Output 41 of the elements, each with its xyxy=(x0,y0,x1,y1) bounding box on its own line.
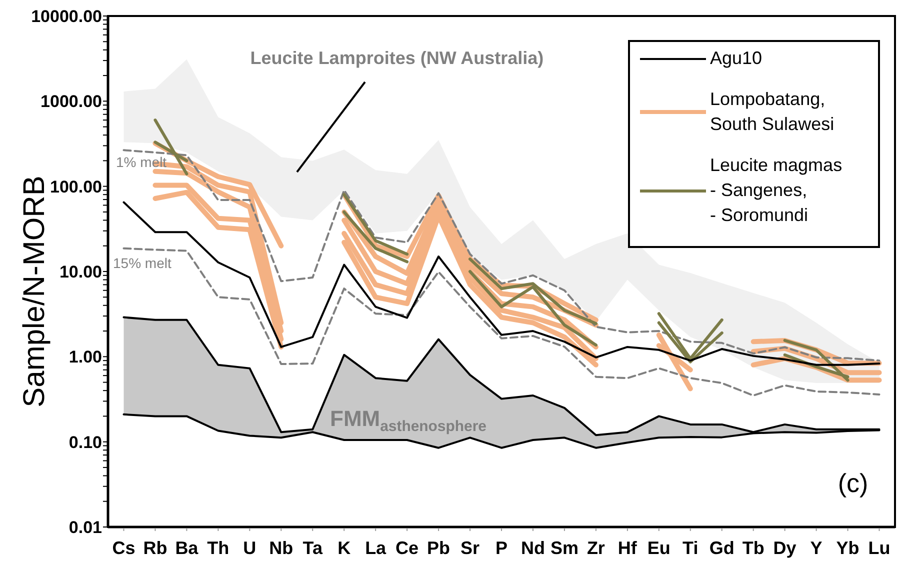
x-tick-label: Pb xyxy=(427,538,450,558)
x-tick-label: Nd xyxy=(520,538,545,558)
x-tick-label: Eu xyxy=(647,538,670,558)
x-tick-label: Zr xyxy=(586,538,605,558)
x-tick-label: Dy xyxy=(773,538,796,558)
y-tick-label: 10000.00 xyxy=(31,7,102,26)
annotation: 1% melt xyxy=(116,154,167,170)
x-tick-label: Ce xyxy=(396,538,419,558)
x-tick-label: Yb xyxy=(836,538,860,558)
x-tick-label: Cs xyxy=(112,538,136,558)
x-tick-label: Ta xyxy=(302,538,324,558)
x-tick-label: K xyxy=(338,538,351,558)
legend-label: Lompobatang, South Sulawesi xyxy=(710,88,834,136)
legend-label: Agu10 xyxy=(710,47,762,70)
x-tick-label: Y xyxy=(810,538,822,558)
x-tick-label: Gd xyxy=(709,538,734,558)
x-tick-label: Tb xyxy=(742,538,764,558)
annotation: Leucite Lamproites (NW Australia) xyxy=(250,48,544,68)
annotation: FMM$_{asthenosphere}$ xyxy=(330,406,486,435)
y-tick-label: 1000.00 xyxy=(40,92,102,112)
x-tick-label: P xyxy=(495,538,508,558)
x-tick-label: Ba xyxy=(175,538,200,558)
annotation: 15% melt xyxy=(113,255,172,271)
y-axis-title: Sample/N-MORB xyxy=(18,176,50,408)
x-tick-label: Nb xyxy=(269,538,294,558)
y-tick-label: 1.00 xyxy=(68,348,102,367)
x-tick-label: Th xyxy=(207,538,230,558)
x-tick-label: Rb xyxy=(143,538,168,558)
x-tick-label: Ti xyxy=(682,538,698,558)
y-tick-label: 0.01 xyxy=(68,518,102,538)
y-tick-label: 0.10 xyxy=(68,432,102,452)
x-tick-label: La xyxy=(365,538,388,558)
x-tick-label: U xyxy=(243,538,256,558)
x-tick-label: Sr xyxy=(460,538,480,558)
x-tick-label: Sm xyxy=(550,538,578,558)
x-tick-label: Hf xyxy=(618,538,638,558)
x-tick-label: Lu xyxy=(868,538,890,558)
annotation: (c) xyxy=(838,468,868,498)
y-tick-label: 100.00 xyxy=(50,177,102,196)
legend-label: Leucite magmas - Sangenes, - Soromundi xyxy=(710,154,842,227)
y-tick-label: 10.00 xyxy=(59,262,102,282)
